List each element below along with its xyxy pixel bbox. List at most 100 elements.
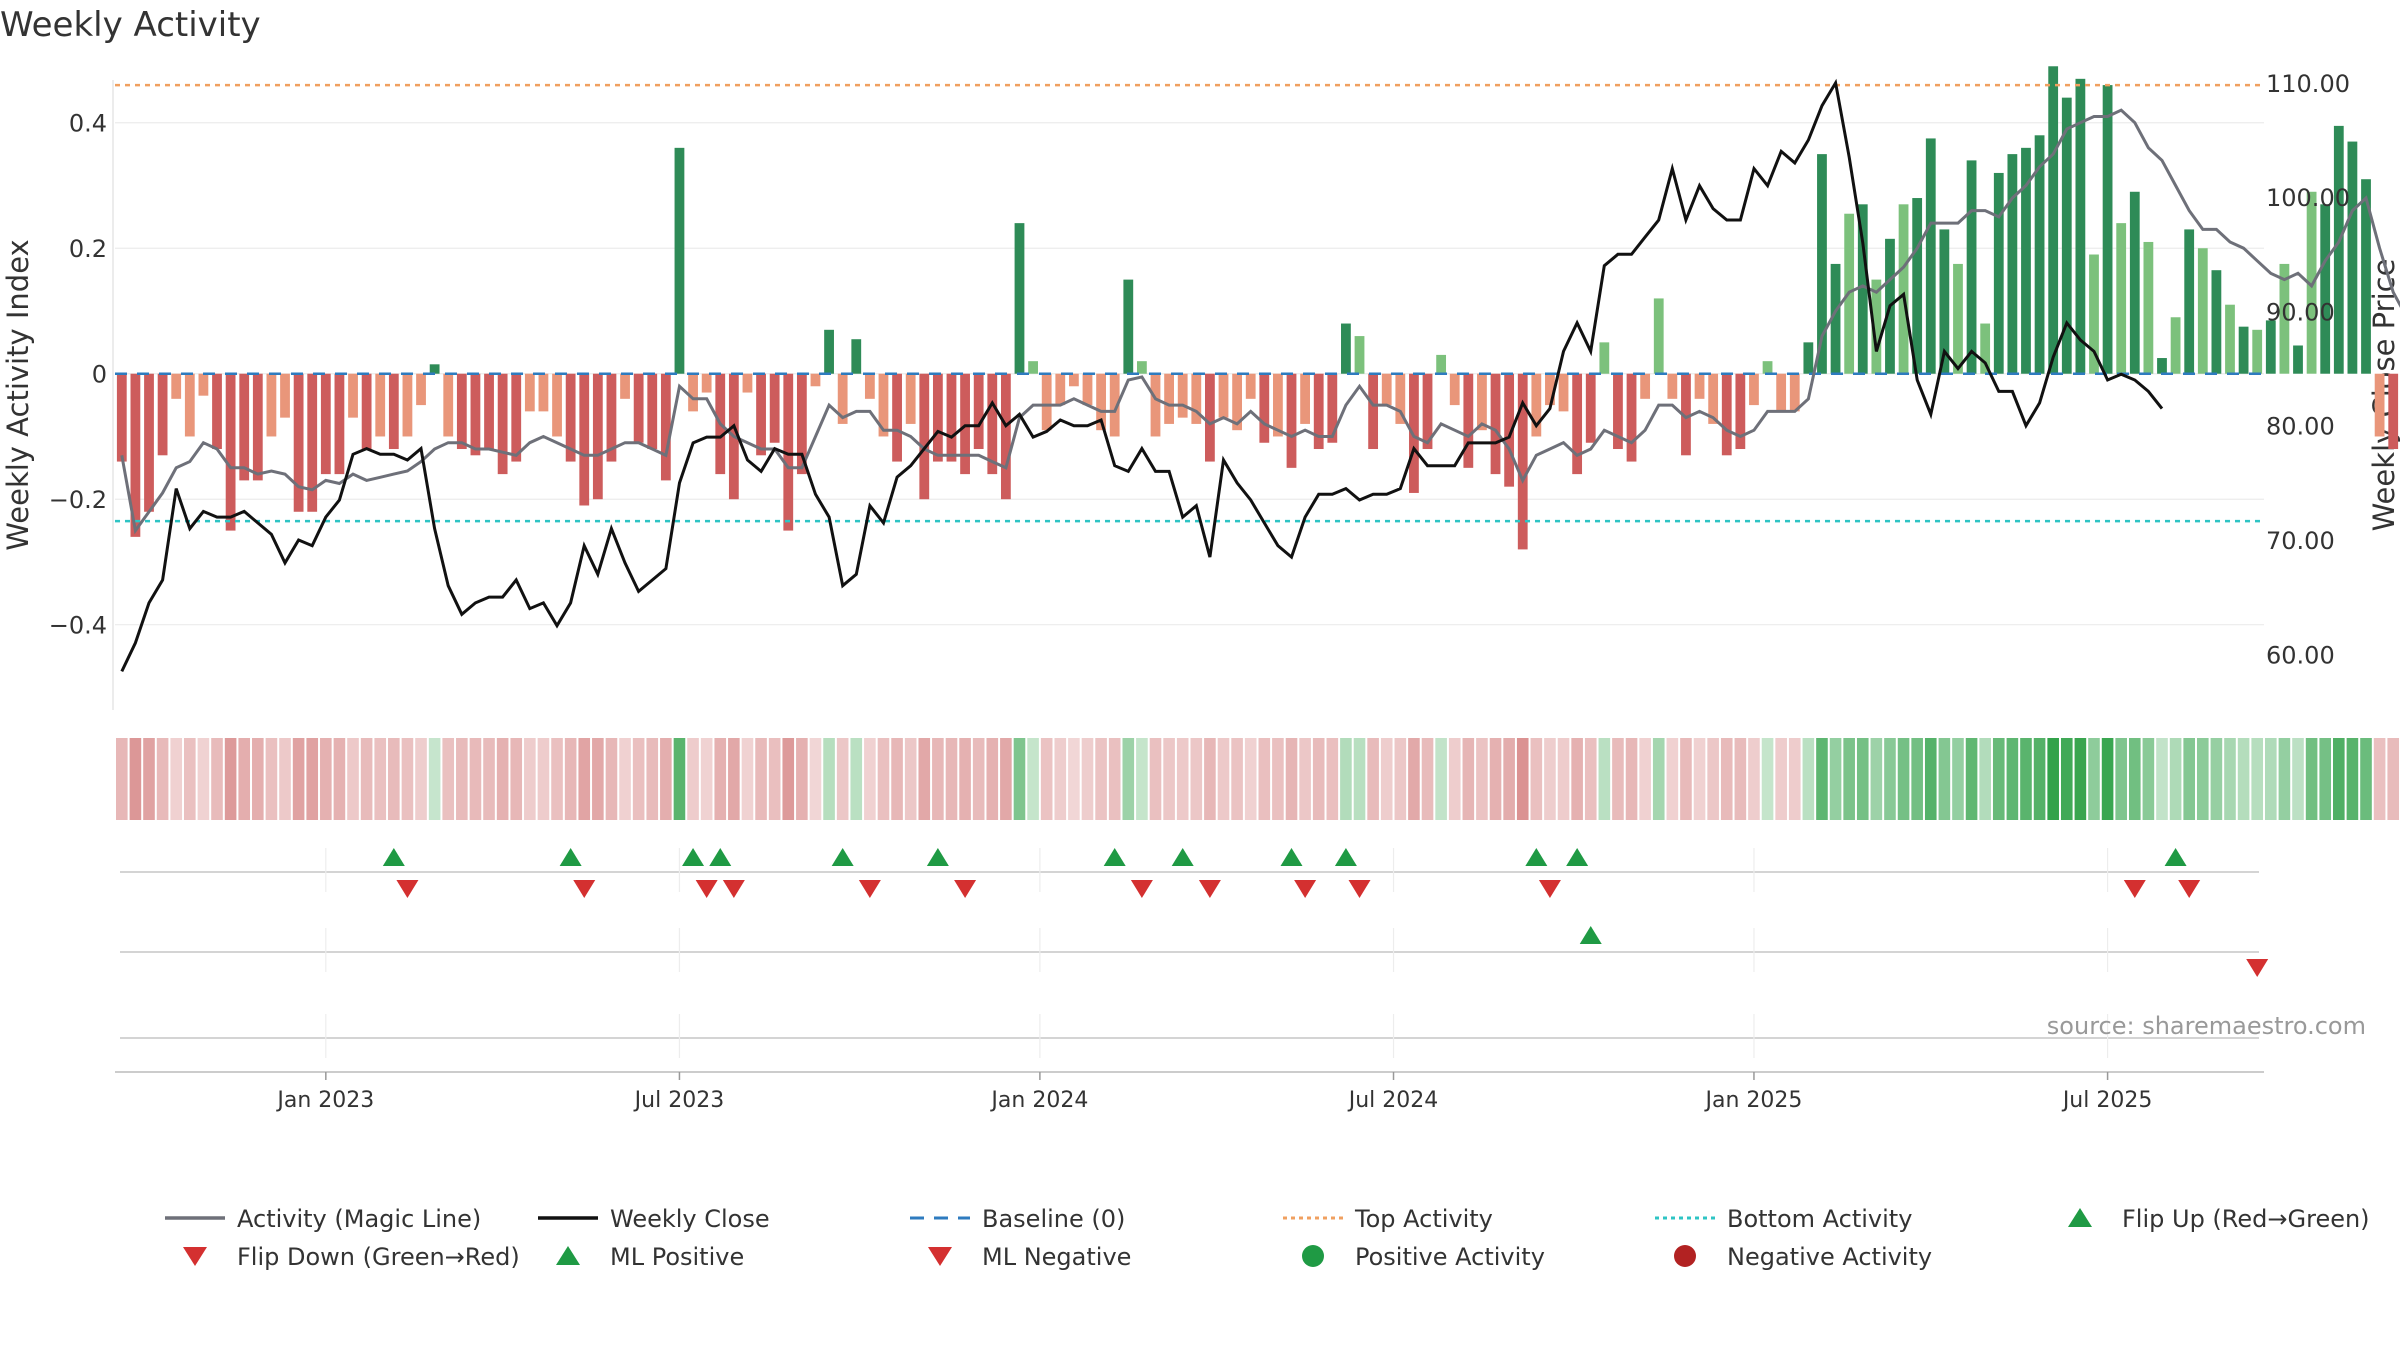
activity-bar [1517,373,1528,550]
activity-bar [1531,373,1542,437]
activity-bar [810,373,821,387]
axes: 0.4 0.2 0 −0.2 −0.4 110.00 100.00 90.00 80.00 70.… [49,70,2350,710]
source-label: source: sharemaestro.com [2047,1012,2366,1040]
heat-cell [1802,738,1815,820]
heat-cell [2156,738,2168,820]
heat-cell [170,738,183,820]
activity-bar [266,373,277,437]
heat-cell [741,738,754,820]
activity-bar [1177,373,1188,418]
heat-cell [1503,738,1515,820]
activity-bar [334,373,345,475]
activity-bar [960,373,970,475]
heat-cell [1272,738,1284,820]
flip-down-marker [2246,959,2269,977]
heat-cell [864,738,876,820]
heat-cell [2006,738,2019,820]
activity-bar [1912,198,1923,374]
heat-cell [2101,738,2114,820]
activity-bar [1273,373,1283,437]
heat-cell [1000,738,1012,820]
heat-cell [1489,738,1502,820]
activity-bar [837,373,848,424]
activity-bar [1259,373,1270,443]
legend-swatch [2068,1208,2092,1227]
activity-bar [484,373,494,450]
reference-lines [115,83,2264,523]
activity-bar [184,373,195,437]
heat-cell [755,738,767,820]
heat-cell [1448,738,1461,820]
activity-bar [2293,345,2303,374]
heat-cell [1720,738,1733,820]
flip-up-marker [1280,848,1303,866]
flip-up-marker [831,848,854,866]
heat-cell [918,738,931,820]
heat-cell [1557,738,1570,820]
heat-cell [1435,738,1447,820]
y-axis-label: Weekly Activity Index [1,239,35,550]
heat-cell [986,738,999,820]
heat-cell [904,738,917,820]
heat-cell [428,738,441,820]
activity-bar [1232,373,1243,431]
activity-bar [2361,179,2371,374]
activity-bar [1857,204,1868,374]
flip-up-marker [1103,848,1126,866]
x-axis: Jan 2023 Jul 2023 Jan 2024 Jul 2024 Jan 2025… [115,1071,2264,1113]
heat-cell [1584,738,1597,820]
flip-down-marker [1538,880,1561,898]
heat-cell [1639,738,1651,820]
y2-tick-label: 100.00 [2266,184,2350,212]
legend-label: Flip Down (Green→Red) [237,1243,520,1271]
activity-bar [1109,373,1120,437]
activity-bar [1014,223,1025,374]
heat-cell [891,738,903,820]
flip-up-marker [682,848,705,866]
flip-up-marker [1334,848,1357,866]
activity-bar [416,373,426,406]
activity-bar [2265,320,2276,374]
activity-bar [2007,154,2018,374]
activity-bar [1599,342,1610,374]
activity-bar [1381,373,1392,406]
activity-bar [470,373,481,456]
heat-cell [333,738,346,820]
flip-up-marker [559,848,582,866]
legend-swatch [1302,1245,1324,1267]
activity-bar [456,373,467,450]
heat-cell [1829,738,1842,820]
activity-bar [1354,336,1365,374]
heat-cell [388,738,400,820]
heat-cell [2074,738,2087,820]
activity-bar [565,373,576,462]
heat-cell [1693,738,1706,820]
heat-cell [728,738,740,820]
activity-bar [1749,373,1759,406]
activity-bar [1422,373,1433,450]
heat-cell [1911,738,1923,820]
activity-bar [116,373,127,462]
activity-bar [1082,373,1093,406]
y2-tick-label: 110.00 [2266,70,2350,98]
heat-cell [1748,738,1760,820]
activity-bar [878,373,889,437]
flip-down-marker [858,880,881,898]
activity-bar [2211,270,2222,374]
activity-bar [1789,373,1800,412]
activity-bar [1817,154,1827,374]
activity-bar [307,373,318,512]
flip-down-marker [1294,880,1317,898]
heat-cell [2278,738,2291,820]
heat-cell [129,738,142,820]
activity-bar [1477,373,1487,431]
activity-bar [2184,229,2195,374]
heat-cell [2047,738,2059,820]
flip-up-marker [382,848,405,866]
activity-bar [892,373,902,462]
activity-bar [2197,248,2208,374]
activity-bar [2116,223,2127,374]
heat-cell [2387,738,2400,820]
legend-label: ML Positive [610,1243,744,1271]
activity-bar [1613,373,1623,450]
